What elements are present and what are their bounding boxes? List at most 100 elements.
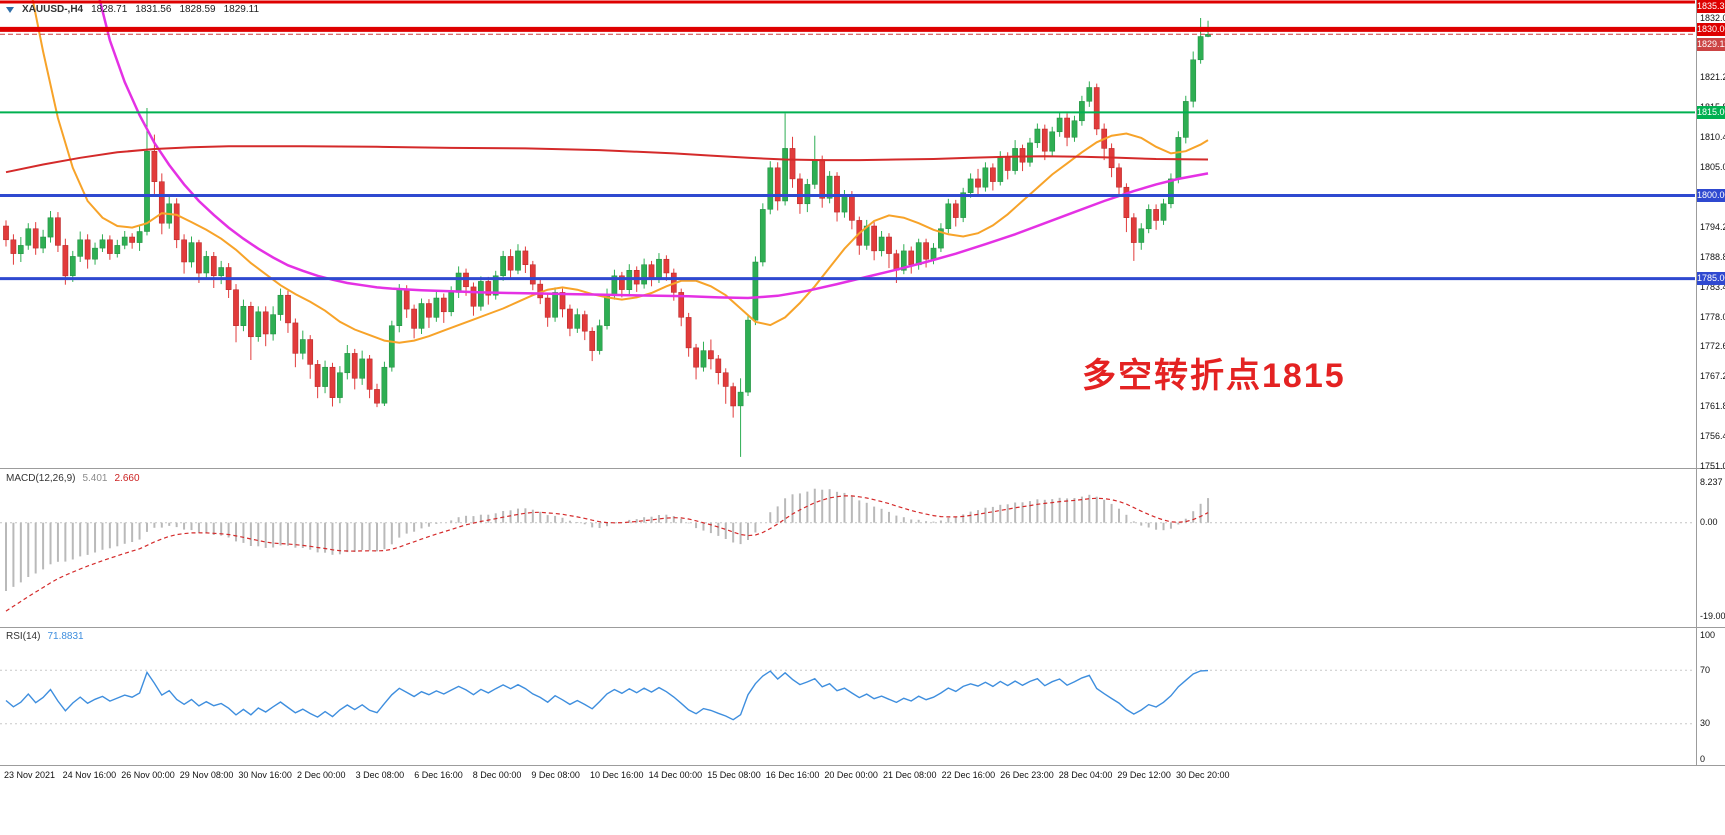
candle-body [32,228,39,249]
price-axis-label: 1772.65 [1700,341,1725,352]
time-axis-label: 30 Dec 20:00 [1176,770,1230,780]
time-axis-label: 20 Dec 00:00 [824,770,878,780]
candle-body [1012,148,1018,171]
candle-body [1034,128,1041,144]
candle-body [1071,120,1078,138]
candle-body [589,330,596,351]
candle-body [188,242,195,263]
candle-body [500,256,506,277]
candle-body [151,150,158,182]
candle-body [900,250,907,271]
candle-body [648,264,655,279]
collapse-arrow-icon[interactable] [6,6,14,13]
time-axis-label: 24 Nov 16:00 [62,770,117,780]
candle-body [307,339,314,365]
price-axis-label: 1756.45 [1700,431,1725,442]
price-axis-label: 1761.85 [1700,401,1725,412]
candle-body [982,167,989,188]
candle-body [277,294,284,315]
rsi-axis-label: 100 [1700,630,1716,640]
candle-body [433,297,440,318]
candle-body [656,258,662,279]
candle-body [507,256,514,271]
time-axis-label: 6 Dec 16:00 [414,770,463,780]
candle-body [158,181,165,224]
macd-axis-label: 8.237 [1700,476,1723,487]
candle-body [173,203,180,241]
price-axis-label: 1751.05 [1700,461,1725,472]
candle-body [826,175,833,199]
candle-body [952,203,959,218]
candle-body [351,353,358,379]
macd-indicator-label-row: MACD(12,26,9) 5.401 2.660 [6,473,140,484]
chart-annotation-text[interactable]: 多空转折点1815 [1082,357,1346,395]
candle-body [492,275,499,296]
candle-body [248,306,254,338]
time-axis-label: 2 Dec 00:00 [297,770,346,780]
macd-signal-value: 2.660 [114,473,140,484]
candle-body [1123,186,1130,218]
candle-body [255,311,262,337]
macd-signal-line [5,495,1209,612]
time-axis-label: 8 Dec 00:00 [472,770,522,780]
candle-body [285,294,291,324]
moving-average-line-medium [98,0,1209,300]
time-axis-label: 3 Dec 08:00 [355,770,405,780]
candle-body [411,308,417,329]
bid-price-tag: 1829.11 [1697,38,1725,52]
time-axis-label: 22 Dec 16:00 [941,770,996,780]
macd-axis-label: 0.00 [1700,517,1718,528]
candle-body [515,250,521,271]
candle-body [448,292,455,313]
moving-average-line-fast [31,0,1209,344]
rsi-axis-label: 30 [1700,718,1711,729]
time-axis-label: 16 Dec 16:00 [765,770,820,780]
price-level-tag: 1815.00 [1697,105,1725,119]
candle-body [596,325,603,351]
candle-body [797,178,803,205]
candle-body [552,292,558,318]
price-axis-label: 1778.05 [1700,311,1725,322]
candle-body [544,297,551,318]
candle-body [144,150,150,232]
candle-body [1190,59,1197,102]
candle-body [17,245,24,254]
candle-body [388,325,395,368]
candle-body [470,286,477,307]
candle-body [878,236,885,252]
candle-body [574,314,581,329]
candle-body [789,148,796,180]
time-axis-label: 9 Dec 08:00 [531,770,580,780]
candle-body [1041,128,1048,152]
candle-body [129,236,135,243]
bar-open-value: 1828.71 [91,4,128,15]
moving-average-line-slow [5,145,1209,174]
candle-body [381,366,388,404]
candle-body [737,391,744,407]
candle-body [1197,36,1204,61]
bar-close-value: 1829.11 [223,4,259,15]
symbol-info-bar: XAUUSD-,H4 1828.71 1831.56 1828.59 1829.… [6,4,259,15]
candle-body [923,242,929,260]
candle-body [663,258,670,274]
price-level-tag: 1785.00 [1697,272,1725,286]
macd-main-value: 5.401 [82,473,108,484]
time-axis-label: 23 Nov 2021 [4,770,56,780]
time-axis-label: 26 Nov 00:00 [121,770,175,780]
candle-body [77,239,84,257]
candle-body [967,178,974,193]
time-axis-label: 29 Dec 12:00 [1117,770,1171,780]
symbol-timeframe-label: XAUUSD-,H4 [22,4,84,15]
candle-body [1175,137,1182,180]
candle-body [203,256,210,274]
candle-body [759,209,766,263]
candle-body [678,292,685,318]
candle-body [915,242,922,266]
candle-body [92,247,98,260]
rsi-axis-label: 0 [1700,754,1706,764]
candle-body [47,217,54,238]
candle-body [1116,167,1122,188]
candle-body [559,292,566,310]
